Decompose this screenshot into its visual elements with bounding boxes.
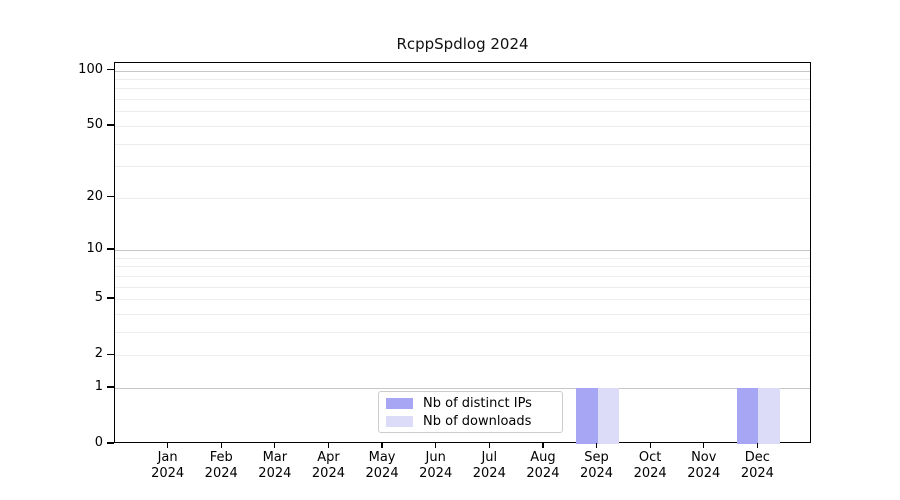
x-tick bbox=[649, 443, 651, 448]
h-gridline-major bbox=[115, 250, 810, 251]
x-tick bbox=[381, 443, 383, 448]
h-gridline-minor bbox=[115, 257, 810, 259]
y-tick bbox=[107, 248, 114, 250]
x-tick-label-year: 2024 bbox=[419, 466, 453, 481]
x-tick-label-year: 2024 bbox=[687, 466, 721, 481]
y-tick-label: 1 bbox=[94, 378, 103, 394]
h-gridline-minor bbox=[115, 331, 810, 333]
x-tick-label-year: 2024 bbox=[258, 466, 292, 481]
h-gridline-minor bbox=[115, 355, 810, 357]
x-tick bbox=[435, 443, 437, 448]
y-tick-label: 100 bbox=[78, 61, 103, 77]
x-tick-label: Jun 2024 bbox=[393, 450, 479, 482]
x-tick-label-year: 2024 bbox=[365, 466, 399, 481]
x-tick-label: May 2024 bbox=[339, 450, 425, 482]
x-tick-label: Sep 2024 bbox=[554, 450, 640, 482]
h-gridline-major bbox=[115, 70, 810, 72]
h-gridline-minor bbox=[115, 275, 810, 277]
h-gridline-minor bbox=[115, 111, 810, 113]
bar-downloads bbox=[758, 387, 780, 444]
x-tick bbox=[756, 443, 758, 448]
h-gridline-minor bbox=[115, 79, 810, 81]
legend-swatch-downloads bbox=[386, 415, 413, 427]
h-gridline-minor bbox=[115, 286, 810, 288]
h-gridline-minor bbox=[115, 143, 810, 145]
x-tick bbox=[327, 443, 330, 448]
x-tick-label-year: 2024 bbox=[526, 466, 560, 481]
x-tick bbox=[542, 443, 544, 448]
y-tick bbox=[107, 124, 114, 126]
x-tick-label: Dec 2024 bbox=[714, 450, 800, 482]
x-tick bbox=[274, 443, 276, 448]
h-gridline-minor bbox=[115, 313, 810, 315]
x-tick-label-year: 2024 bbox=[472, 466, 506, 481]
x-tick-label-year: 2024 bbox=[204, 466, 238, 481]
x-tick-label: Feb 2024 bbox=[178, 450, 264, 482]
y-tick bbox=[107, 196, 114, 198]
legend-label-downloads: Nb of downloads bbox=[423, 413, 532, 429]
h-gridline-minor bbox=[115, 299, 810, 301]
h-gridline-minor bbox=[115, 88, 810, 90]
x-tick-label: Jan 2024 bbox=[125, 450, 211, 482]
y-tick-label: 20 bbox=[86, 188, 103, 204]
bar-downloads bbox=[597, 387, 620, 444]
legend-swatch-distinct-ips bbox=[386, 397, 413, 409]
y-tick-label: 10 bbox=[86, 241, 103, 256]
x-tick-label: Oct 2024 bbox=[607, 450, 693, 482]
y-tick bbox=[107, 69, 114, 71]
x-tick-label: Jul 2024 bbox=[446, 450, 532, 482]
y-tick bbox=[107, 442, 114, 444]
y-tick bbox=[107, 297, 114, 299]
x-tick-label: Nov 2024 bbox=[661, 450, 747, 482]
y-tick-label: 50 bbox=[86, 116, 103, 132]
x-tick-label-year: 2024 bbox=[151, 466, 185, 481]
x-tick bbox=[167, 443, 169, 448]
x-tick bbox=[488, 443, 490, 448]
h-gridline-minor bbox=[115, 266, 810, 268]
x-tick bbox=[220, 443, 222, 448]
x-tick-label: Apr 2024 bbox=[285, 450, 371, 482]
legend-label-distinct-ips: Nb of distinct IPs bbox=[423, 395, 532, 411]
legend-row-downloads: Nb of downloads bbox=[386, 414, 554, 429]
h-gridline-minor bbox=[115, 166, 810, 168]
x-tick-label: Aug 2024 bbox=[500, 450, 586, 482]
h-gridline-minor bbox=[115, 197, 810, 199]
x-tick-label-year: 2024 bbox=[311, 466, 345, 481]
h-gridline-minor bbox=[115, 125, 810, 127]
x-tick-label-year: 2024 bbox=[579, 466, 614, 481]
y-tick-label: 2 bbox=[94, 346, 103, 362]
x-tick bbox=[703, 443, 705, 448]
legend-row-distinct-ips: Nb of distinct IPs bbox=[386, 396, 554, 411]
chart-title: RcppSpdlog 2024 bbox=[396, 35, 529, 53]
h-gridline-minor bbox=[115, 99, 810, 101]
bar-distinct-ips bbox=[736, 387, 759, 444]
legend: Nb of distinct IPs Nb of downloads bbox=[378, 391, 563, 433]
y-tick bbox=[107, 353, 114, 355]
x-tick-label-year: 2024 bbox=[740, 466, 774, 481]
y-tick-label: 5 bbox=[94, 290, 103, 306]
y-tick-label: 0 bbox=[94, 435, 103, 450]
x-tick-label-year: 2024 bbox=[633, 466, 667, 481]
x-tick bbox=[595, 443, 598, 448]
y-tick bbox=[107, 386, 114, 388]
plot-area bbox=[114, 62, 811, 444]
h-gridline-major bbox=[115, 387, 810, 389]
x-tick-label: Mar 2024 bbox=[232, 450, 318, 482]
bar-distinct-ips bbox=[576, 387, 598, 444]
